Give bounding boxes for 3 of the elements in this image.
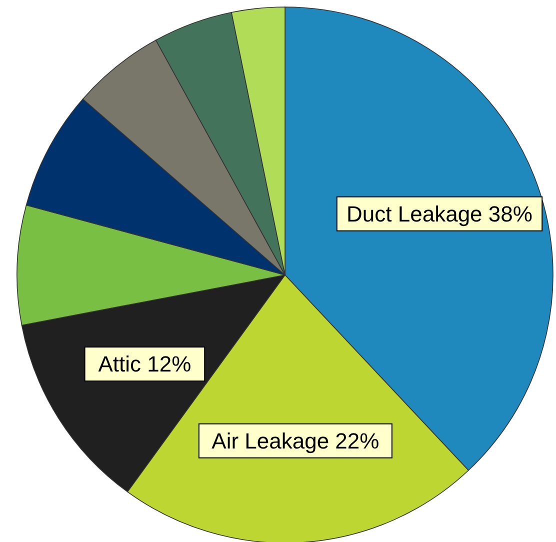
slice-label: Air Leakage 22% bbox=[212, 428, 380, 454]
slice-label: Attic 12% bbox=[98, 352, 192, 377]
slice-label: Duct Leakage 38% bbox=[346, 201, 532, 226]
